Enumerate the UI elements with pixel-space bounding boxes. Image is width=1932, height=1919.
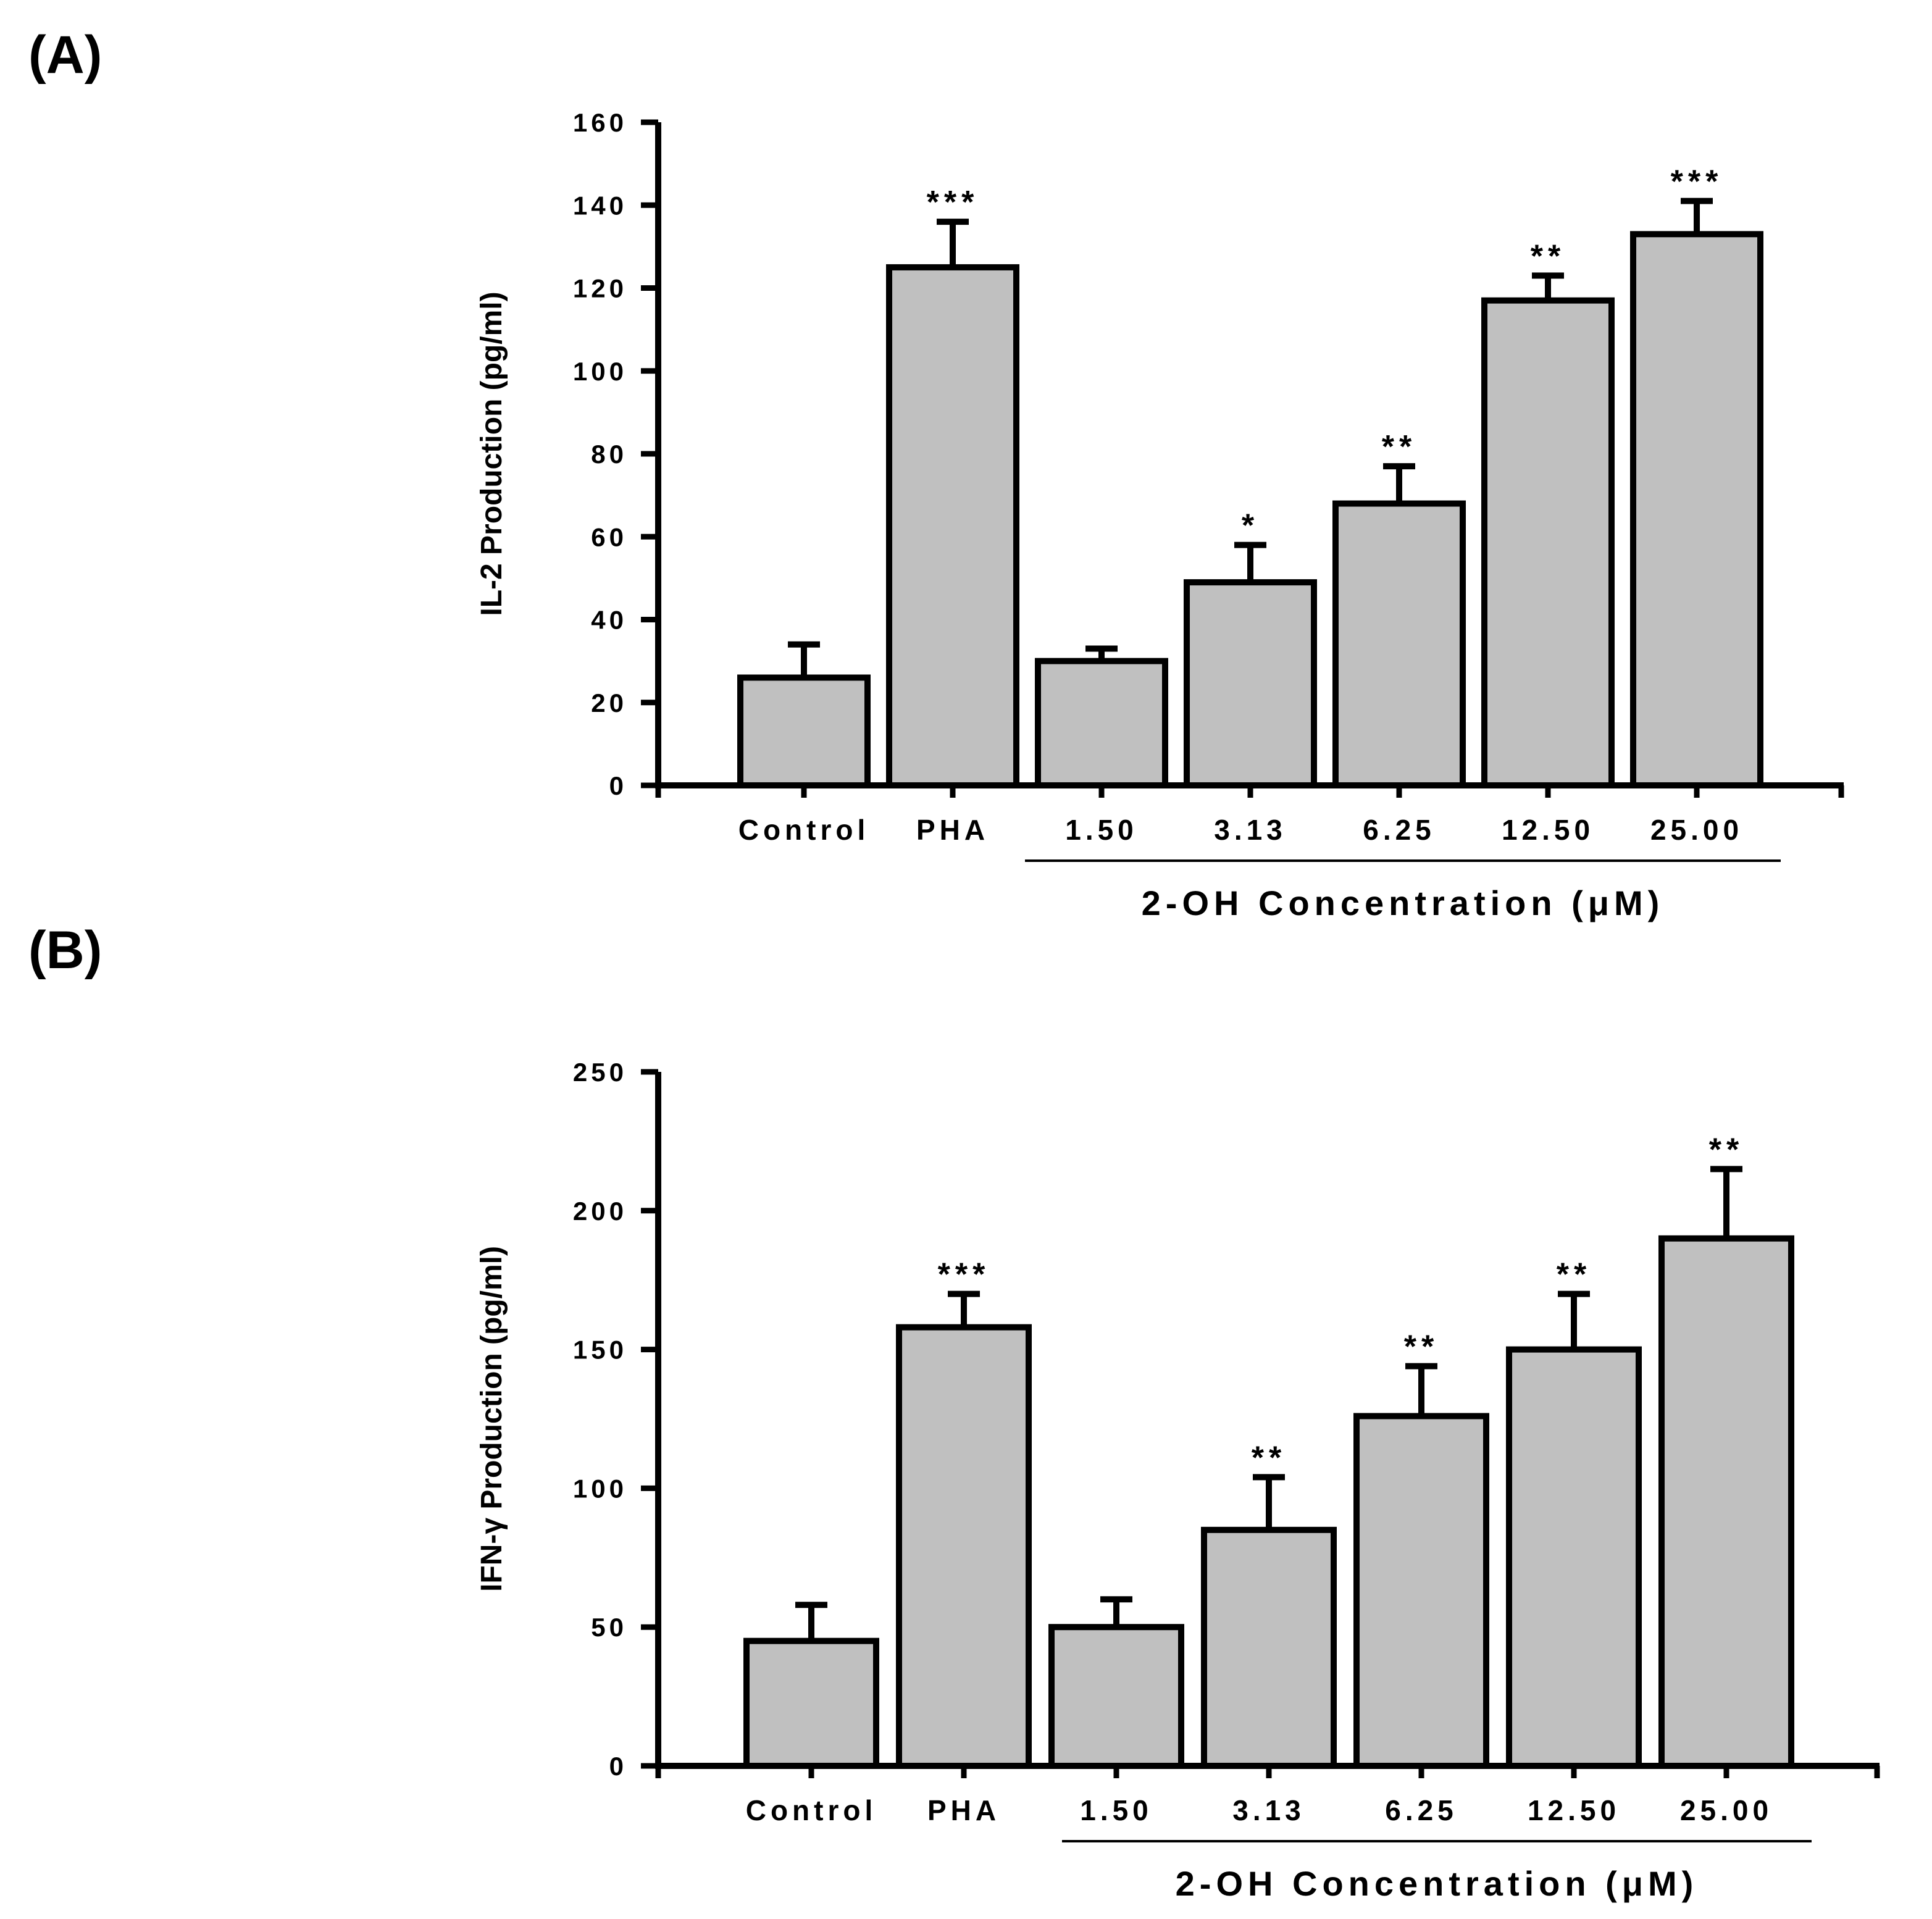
chart-a-bar-6	[1630, 231, 1763, 788]
chart-b-significance-label: **	[1557, 1257, 1591, 1293]
chart-a-category-label: 12.50	[1502, 814, 1594, 846]
chart-a-y-tick-label: 140	[573, 191, 627, 220]
chart-b-y-tick-label: 250	[573, 1058, 627, 1087]
chart-a-bar-3	[1184, 579, 1317, 789]
chart-b-category-label: PHA	[927, 1794, 1000, 1826]
chart-b-category-label: 12.50	[1528, 1794, 1620, 1826]
chart-a-significance-label: ***	[927, 185, 979, 220]
chart-b-bar-5	[1506, 1346, 1642, 1770]
chart-a-significance-label: *	[1242, 508, 1259, 544]
chart-a-significance-label: **	[1531, 238, 1565, 274]
chart-b-category-label: 6.25	[1385, 1794, 1458, 1826]
chart-b-y-tick-label: 50	[591, 1613, 627, 1642]
chart-b-category-label: 1.50	[1080, 1794, 1153, 1826]
chart-b-y-tick-label: 0	[609, 1752, 627, 1781]
chart-b-significance-label: **	[1709, 1132, 1744, 1168]
panel-b-label: (B)	[28, 921, 102, 980]
chart-a-significance-label: ***	[1671, 164, 1723, 200]
chart-a-bar-4	[1332, 500, 1466, 788]
chart-b-bar-0	[743, 1637, 879, 1769]
chart-a-bar-5	[1481, 297, 1615, 788]
chart-b-category-label: Control	[746, 1794, 877, 1826]
chart-a-y-tick-label: 120	[573, 274, 627, 303]
chart-a-y-tick-label: 40	[591, 606, 627, 635]
chart-a-y-tick-label: 80	[591, 440, 627, 469]
chart-a-y-tick-label: 60	[591, 522, 627, 551]
chart-a-bar-2	[1035, 658, 1168, 788]
chart-a-significance-label: **	[1382, 429, 1416, 465]
chart-b-significance-label: ***	[938, 1257, 990, 1293]
chart-a-y-axis-label: IL-2 Production (pg/ml)	[475, 291, 508, 616]
chart-a-y-tick-label: 160	[573, 108, 627, 137]
chart-b-y-tick-label: 100	[573, 1474, 627, 1503]
chart-b-x-axis-label: 2-OH Concentration (μM)	[1176, 1864, 1699, 1903]
chart-b-category-label: 3.13	[1232, 1794, 1305, 1826]
chart-a-category-label: 3.13	[1214, 814, 1287, 846]
chart-a-x-axis-label: 2-OH Concentration (μM)	[1142, 884, 1665, 922]
chart-a-bar-1	[886, 264, 1019, 788]
chart-b-bar-1	[896, 1324, 1032, 1770]
chart-a-category-label: Control	[738, 814, 870, 846]
chart-a-category-label: PHA	[916, 814, 989, 846]
chart-b-significance-label: **	[1404, 1329, 1439, 1365]
chart-a-y-tick-label: 0	[609, 771, 627, 800]
chart-b-bar-3	[1201, 1526, 1337, 1770]
chart-b-bar-4	[1353, 1413, 1489, 1769]
chart-a-bar-0	[737, 674, 871, 788]
chart-b-y-axis-label: IFN-γ Production (pg/ml)	[475, 1246, 508, 1592]
chart-a-y-tick-label: 100	[573, 357, 627, 386]
chart-b-category-label: 25.00	[1680, 1794, 1773, 1826]
panel-a-label: (A)	[28, 25, 102, 85]
chart-a-category-label: 6.25	[1363, 814, 1436, 846]
chart-a-category-label: 1.50	[1065, 814, 1138, 846]
chart-b-significance-label: **	[1252, 1440, 1286, 1476]
chart-b-bar-6	[1658, 1235, 1794, 1769]
chart-a-category-label: 25.00	[1650, 814, 1743, 846]
chart-b-y-tick-label: 150	[573, 1336, 627, 1365]
chart-b-bar-2	[1048, 1624, 1184, 1769]
chart-b-y-tick-label: 200	[573, 1197, 627, 1226]
chart-a-y-tick-label: 20	[591, 688, 627, 717]
